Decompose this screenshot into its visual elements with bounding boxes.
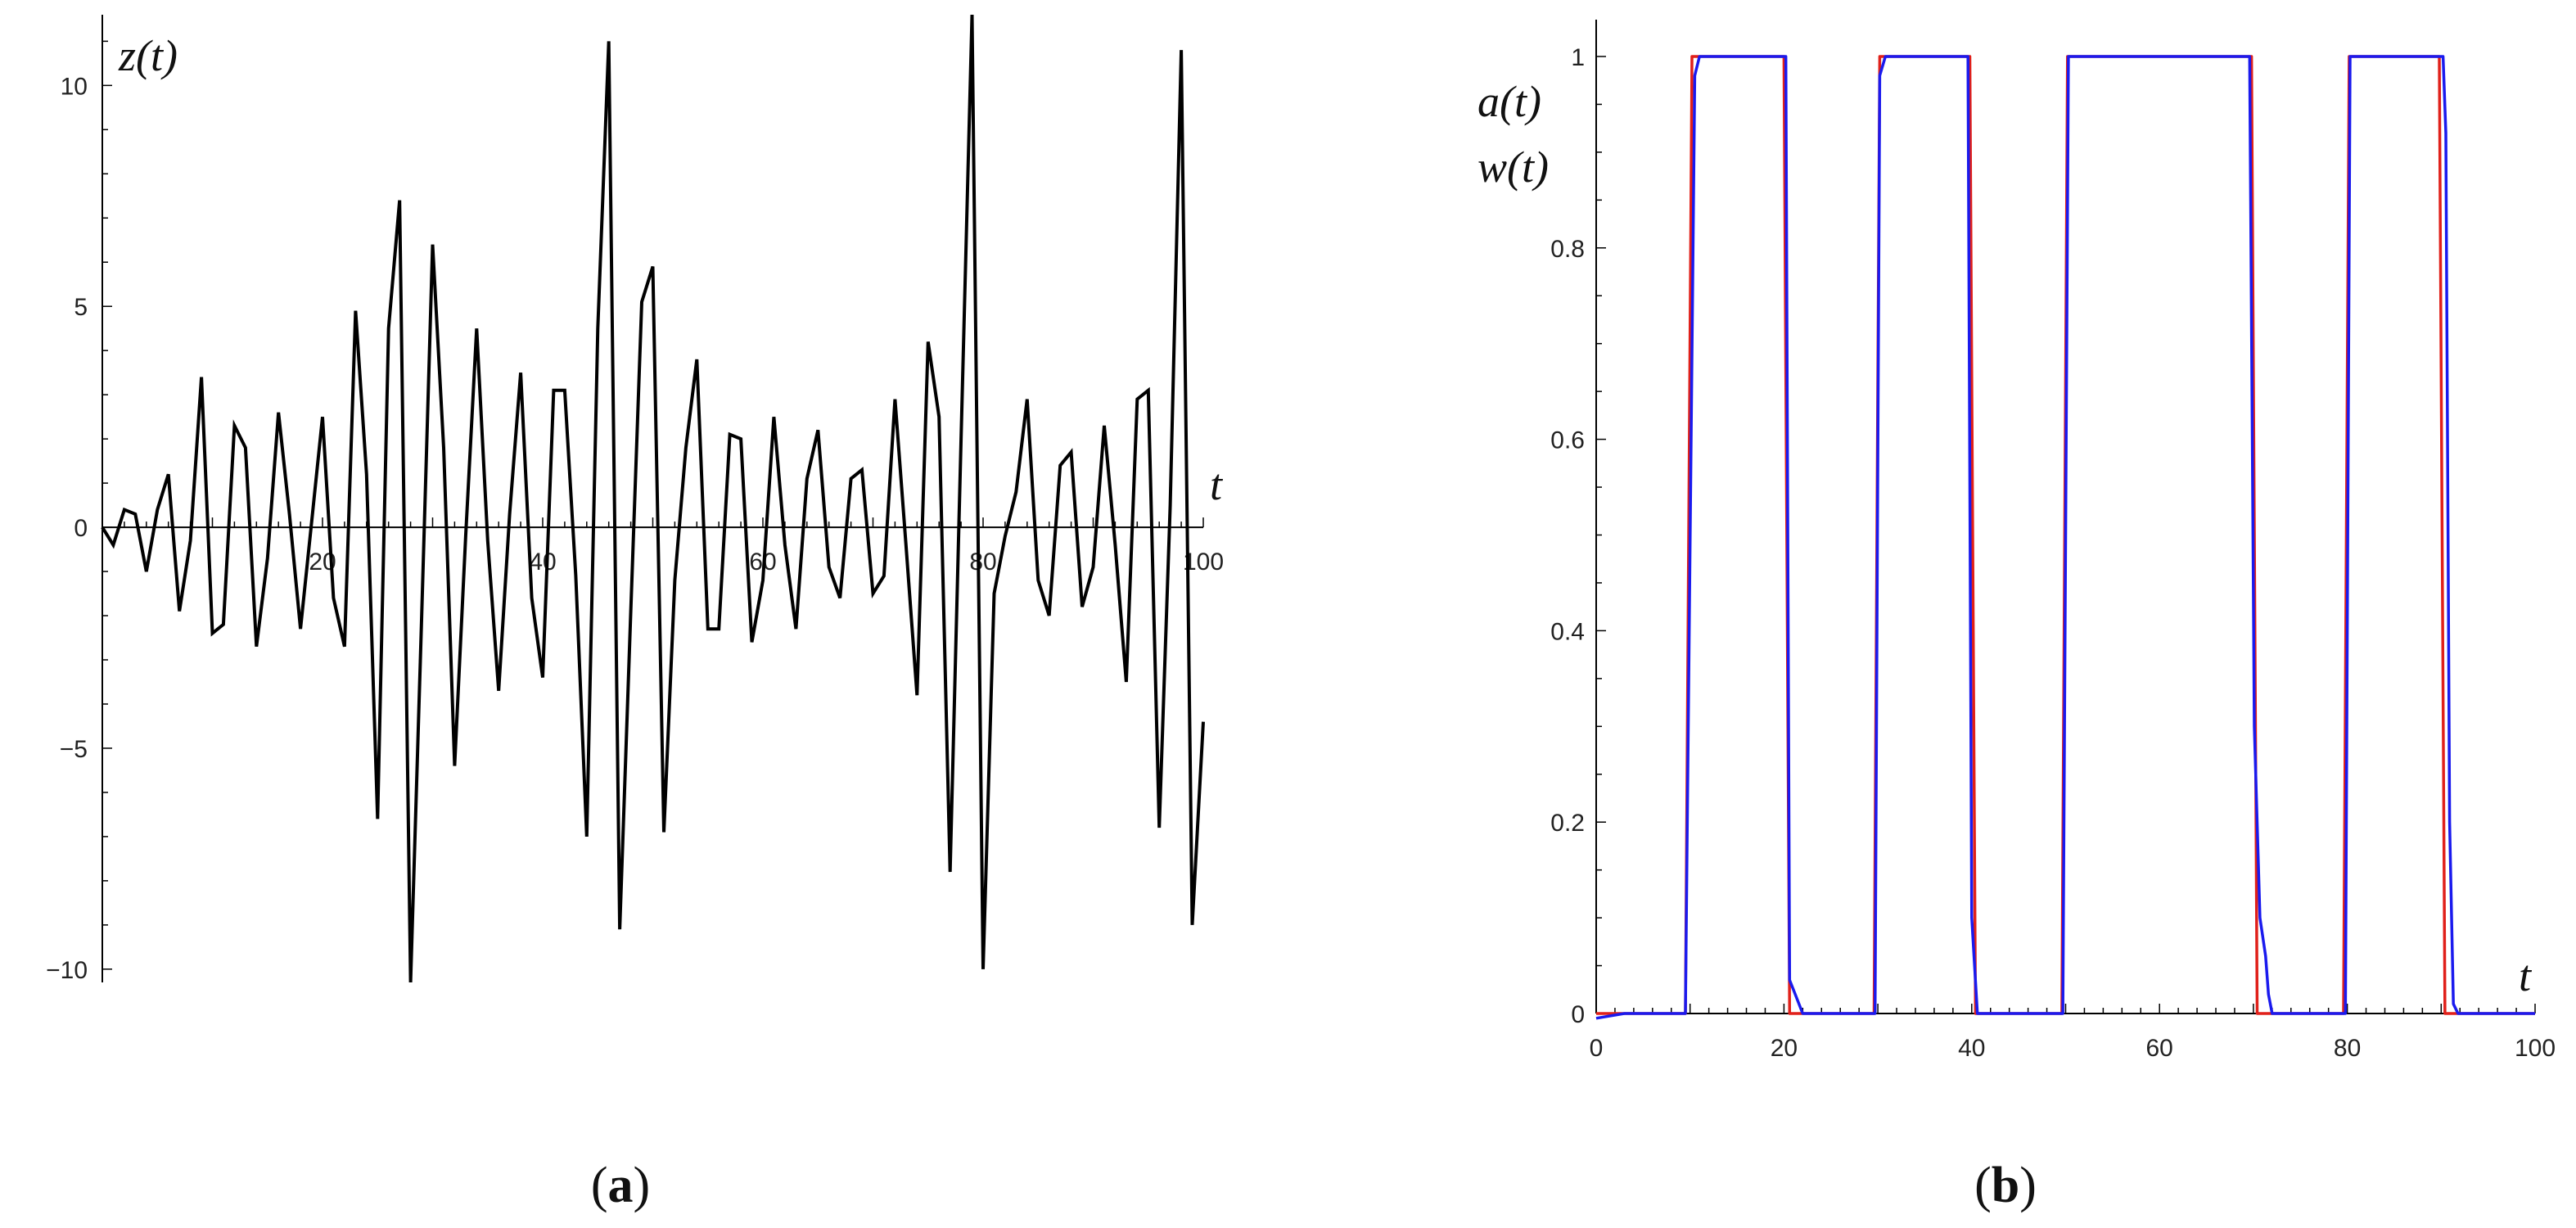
chart-b-panel-label-open: ( (1974, 1158, 1992, 1213)
chart-b-x-tick-label: 100 (2515, 1035, 2556, 1062)
chart-b-x-tick-label: 60 (2146, 1035, 2173, 1062)
chart-b-y-tick-label: 0.6 (1550, 427, 1585, 454)
chart-b-ticks: 0 20 40 60 80 100 0 0.2 0.4 0.6 0.8 1 (1550, 44, 2556, 1062)
chart-a-y-tick-label: 0 (74, 515, 88, 542)
chart-a-series-line (101, 14, 1205, 983)
chart-a-panel-label-letter: a (608, 1158, 634, 1213)
chart-b-x-tick-label: 20 (1771, 1035, 1798, 1062)
chart-a-x-tick-label: 100 (1183, 549, 1224, 576)
chart-a-y-tick-label: −10 (46, 957, 88, 984)
chart-b-x-tick-label: 40 (1958, 1035, 1985, 1062)
chart-b-ylabel-a: a(t) (1477, 77, 1541, 126)
chart-a-ylabel: z(t) (118, 31, 178, 80)
chart-a-x-tick-label: 40 (529, 549, 556, 576)
chart-a-xlabel: t (1210, 460, 1224, 509)
chart-a-y-tick-label: 5 (74, 294, 88, 321)
chart-b-xlabel: t (2519, 951, 2533, 1000)
chart-b-y-tick-label: 0 (1571, 1001, 1585, 1028)
chart-b-panel-label-letter: b (1992, 1158, 2019, 1213)
chart-a-y-tick-label: 10 (61, 73, 88, 100)
chart-a-series (101, 14, 1205, 983)
chart-b-series-w (1595, 55, 2535, 1020)
chart-b-x-tick-label: 0 (1590, 1035, 1604, 1062)
chart-a-panel-label-open: ( (591, 1158, 608, 1213)
chart-b-series (1595, 55, 2535, 1020)
chart-a-panel-label: (a) (591, 1158, 650, 1213)
chart-a-x-tick-label: 80 (969, 549, 996, 576)
chart-b-y-tick-label: 1 (1571, 44, 1585, 71)
chart-a-y-tick-label: −5 (60, 736, 88, 763)
chart-b-y-tick-label: 0.8 (1550, 236, 1585, 263)
chart-b-panel-label: (b) (1974, 1158, 2037, 1213)
chart-b-ylabel-w: w(t) (1477, 142, 1549, 192)
chart-b-y-tick-label: 0.2 (1550, 810, 1585, 837)
chart-b-y-tick-label: 0.4 (1550, 618, 1585, 645)
chart-a-axes (102, 15, 1203, 982)
chart-b: 0 20 40 60 80 100 0 0.2 0.4 0.6 0.8 1 a(t) w(t) t (… (1477, 20, 2556, 1213)
chart-b-x-tick-label: 80 (2334, 1035, 2361, 1062)
chart-b-panel-label-close: ) (2019, 1158, 2037, 1213)
chart-a-panel-label-close: ) (634, 1158, 651, 1213)
